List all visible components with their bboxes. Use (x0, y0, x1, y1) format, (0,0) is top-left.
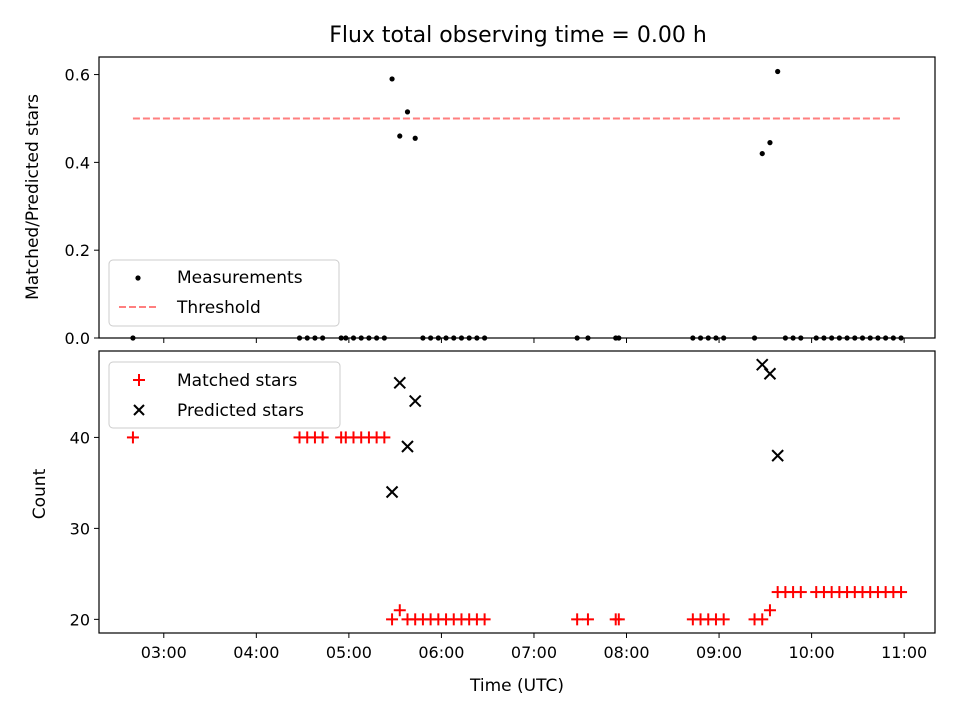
count-panel-frame (98, 350, 936, 634)
count-y-tick-label: 30 (70, 519, 90, 538)
matched-star-point (478, 613, 491, 626)
predicted-star-point (385, 485, 399, 499)
matched-star-point (126, 431, 139, 444)
matched-star-point (393, 604, 406, 617)
measurements-legend-marker (135, 275, 141, 281)
x-tick-label: 11:00 (881, 643, 927, 662)
predicted-star-point (763, 367, 777, 380)
matched-star-point (717, 613, 730, 626)
x-tick-label: 08:00 (603, 643, 649, 662)
matched-star-point (895, 586, 908, 599)
matched-star-point (378, 431, 391, 444)
predicted-legend-label: Predicted stars (177, 401, 304, 421)
predicted-star-point (771, 449, 784, 462)
ratio-y-tick-label: 0.4 (65, 153, 90, 172)
count-y-tick-label: 20 (70, 610, 90, 629)
count-panel: 20 30 40 03:00 04:00 05:00 06:00 07:00 08:00 09:0… (30, 350, 936, 696)
ratio-y-tick-label: 0.6 (65, 66, 90, 85)
matched-star-point (612, 613, 625, 626)
matched-star-point (763, 604, 776, 617)
predicted-star-point (408, 394, 422, 408)
x-tick-label: 06:00 (418, 643, 464, 662)
matched-star-point (571, 613, 584, 626)
ratio-panel: 0.0 0.2 0.4 0.6 Matched/Predicted stars Mea… (23, 56, 936, 348)
matched-star-point (386, 613, 399, 626)
matched-star-point (581, 613, 594, 626)
ratio-y-tick-label: 0.2 (65, 241, 90, 260)
predicted-star-point (393, 376, 406, 390)
predicted-star-point (401, 440, 414, 453)
x-tick-label: 04:00 (233, 643, 279, 662)
predicted-legend-marker (133, 404, 145, 416)
ratio-legend-box (108, 259, 340, 327)
ratio-legend: Measurements Threshold (108, 259, 340, 327)
threshold-legend-label: Threshold (176, 298, 261, 318)
count-legend: Matched stars Predicted stars (108, 361, 341, 429)
ratio-y-tick-label: 0.0 (65, 329, 90, 348)
x-tick-label: 07:00 (511, 643, 557, 662)
x-tick-label: 10:00 (789, 643, 835, 662)
matched-star-point (316, 431, 329, 444)
measurement-point (767, 140, 773, 146)
count-y-tick-label: 40 (70, 428, 90, 447)
measurement-point (412, 135, 418, 141)
count-legend-box (108, 361, 341, 429)
chart-title: Flux total observing time = 0.00 h (329, 23, 707, 48)
ratio-y-axis-label: Matched/Predicted stars (23, 94, 43, 300)
matched-star-point (756, 613, 769, 626)
matched-legend-label: Matched stars (177, 371, 297, 391)
measurement-point (759, 150, 765, 157)
x-tick-label: 03:00 (141, 643, 187, 662)
x-axis-label: Time (UTC) (469, 676, 564, 696)
measurements-legend-label: Measurements (177, 268, 303, 288)
matched-legend-marker (133, 374, 145, 386)
measurement-point (389, 76, 395, 82)
matched-star-point (794, 586, 807, 599)
ratio-panel-frame (98, 56, 936, 339)
measurement-point (404, 109, 411, 115)
measurement-point (397, 133, 403, 139)
count-y-axis-label: Count (30, 468, 50, 519)
measurement-point (775, 68, 781, 75)
x-tick-label: 05:00 (326, 643, 372, 662)
x-tick-label: 09:00 (696, 643, 742, 662)
